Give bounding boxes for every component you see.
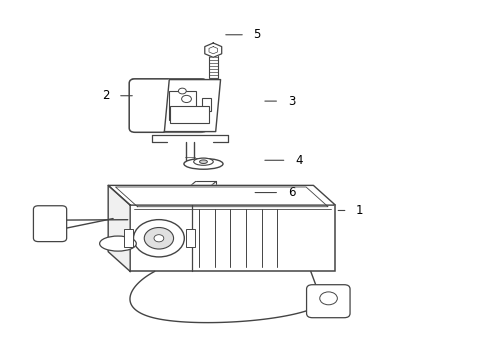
Circle shape: [178, 88, 186, 94]
FancyBboxPatch shape: [132, 89, 204, 94]
FancyBboxPatch shape: [132, 94, 204, 99]
FancyBboxPatch shape: [33, 206, 67, 242]
Bar: [172, 95, 180, 104]
Text: 4: 4: [295, 154, 302, 167]
Bar: [186, 229, 195, 247]
Bar: [170, 91, 196, 120]
Polygon shape: [108, 185, 335, 205]
Circle shape: [320, 292, 337, 305]
Ellipse shape: [99, 236, 136, 251]
Circle shape: [144, 228, 173, 249]
FancyBboxPatch shape: [132, 99, 204, 104]
Circle shape: [133, 220, 184, 257]
Polygon shape: [108, 185, 130, 271]
Bar: [124, 229, 132, 247]
Polygon shape: [205, 43, 221, 57]
FancyBboxPatch shape: [132, 84, 204, 89]
Circle shape: [182, 95, 192, 103]
Text: 3: 3: [288, 95, 295, 108]
FancyBboxPatch shape: [132, 79, 204, 84]
FancyBboxPatch shape: [307, 285, 350, 318]
Bar: [170, 106, 209, 123]
Ellipse shape: [194, 158, 213, 165]
Bar: [130, 205, 335, 271]
Bar: [202, 98, 211, 111]
Circle shape: [154, 235, 164, 242]
Bar: [189, 187, 209, 199]
Text: 6: 6: [288, 186, 295, 199]
Ellipse shape: [199, 160, 207, 163]
Bar: [43, 219, 53, 229]
Text: 2: 2: [102, 89, 109, 102]
Polygon shape: [164, 80, 220, 132]
FancyBboxPatch shape: [129, 79, 207, 132]
Text: 5: 5: [253, 28, 261, 41]
Ellipse shape: [184, 158, 223, 169]
Text: 1: 1: [356, 204, 364, 217]
